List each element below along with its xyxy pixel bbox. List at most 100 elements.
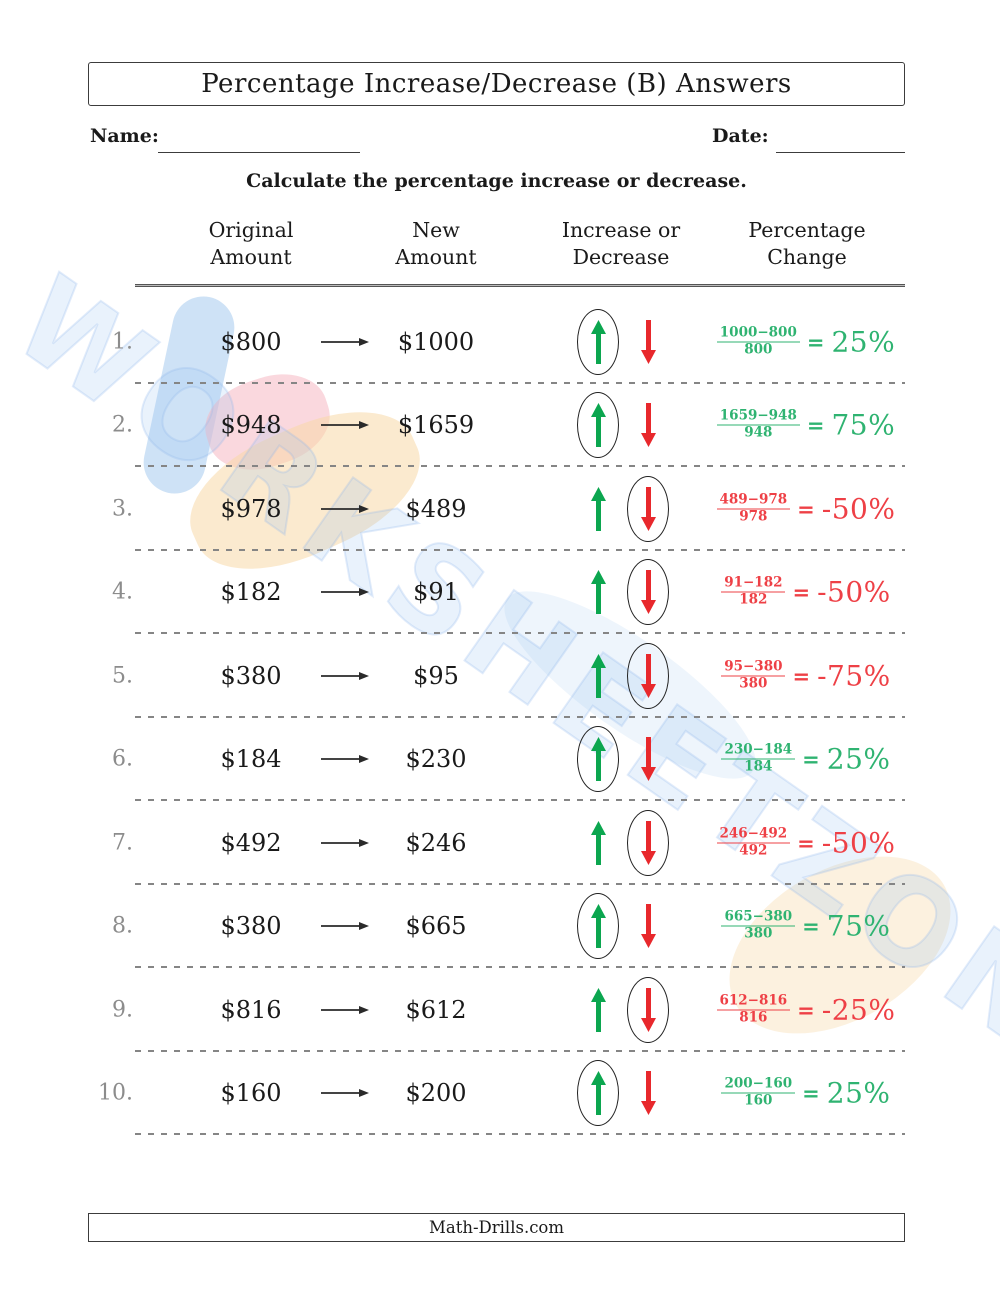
original-amount-value: $184 [220,745,282,774]
new-amount-value: $489 [405,494,467,523]
percentage-result: 25% [826,742,891,776]
row-number: 4. [112,579,133,605]
percentage-result: -25% [821,993,896,1027]
decrease-arrow-icon [627,893,669,959]
decrease-arrow-icon [627,475,669,542]
title-box: Percentage Increase/Decrease (B) Answers [88,62,905,106]
fraction-denominator: 380 [721,675,786,692]
column-header-line: Amount [210,245,292,269]
right-arrow-icon [320,670,370,682]
fraction-numerator: 230−184 [724,741,793,758]
original-amount-value: $380 [220,661,282,690]
row-number: 8. [112,913,133,939]
original-amount-value: $160 [220,1079,282,1108]
increase-arrow-icon [577,308,619,375]
table-row: 8. $380 $665 665−380 380 = 75% [88,885,905,969]
original-amount-value: $800 [220,327,282,356]
percentage-result: -75% [817,659,891,693]
fraction: 1659−948 948 [716,408,800,442]
percentage-change-answer: 489−978 978 = -50% [701,491,911,526]
decrease-arrow-icon [627,309,669,375]
row-number: 3. [112,496,133,522]
right-arrow-icon [320,419,370,431]
row-number: 10. [98,1080,133,1106]
equals-sign: = [792,579,811,605]
increase-decrease-choice [577,975,669,1045]
increase-arrow-icon [577,392,619,459]
column-header-line: Increase or [561,218,681,242]
percentage-change-answer: 246−492 492 = -50% [701,825,911,860]
fraction-denominator: 816 [716,1009,791,1026]
fraction: 246−492 492 [716,825,791,859]
column-header-line: New [412,218,460,242]
new-amount-value: $1000 [397,327,475,356]
increase-arrow-icon [577,476,619,542]
increase-arrow-icon [577,810,619,876]
fraction-numerator: 665−380 [724,908,793,925]
increase-decrease-choice [577,1058,669,1128]
increase-arrow-icon [577,559,619,625]
percentage-change-answer: 1659−948 948 = 75% [701,408,911,442]
date-input-line[interactable] [776,130,905,153]
fraction-numerator: 95−380 [724,658,783,675]
footer-site-name: Math-Drills.com [428,1218,565,1237]
column-header-increase-or-decrease: Increase or Decrease [536,217,706,277]
table-row: 6. $184 $230 230−184 184 = 25% [88,718,905,802]
new-amount-value: $246 [405,828,467,857]
table-row: 3. $978 $489 489−978 978 = -50% [88,467,905,551]
decrease-arrow-icon [627,642,669,709]
column-header-new-amount: New Amount [356,217,516,277]
new-amount-value: $95 [413,661,459,690]
right-arrow-icon [320,503,370,515]
percentage-change-answer: 91−182 182 = -50% [701,574,911,609]
fraction: 200−160 160 [721,1076,796,1110]
name-input-line[interactable] [158,130,360,153]
date-label: Date: [712,125,769,147]
fraction-denominator: 978 [716,508,791,525]
table-row: 5. $380 $95 95−380 380 = -75% [88,634,905,718]
fraction-denominator: 492 [716,842,791,859]
original-amount-value: $948 [220,411,282,440]
increase-arrow-icon [577,643,619,709]
new-amount-value: $230 [405,745,467,774]
column-header-original-amount: Original Amount [171,217,331,277]
fraction-numerator: 91−182 [724,574,783,591]
row-number: 1. [112,329,133,355]
decrease-arrow-icon [627,726,669,792]
increase-decrease-choice [577,557,669,627]
table-row: 9. $816 $612 612−816 816 = -25% [88,968,905,1052]
table-row: 10. $160 $200 200−160 160 = 25% [88,1052,905,1136]
increase-arrow-icon [577,726,619,793]
table-row: 7. $492 $246 246−492 492 = -50% [88,801,905,885]
percentage-change-answer: 95−380 380 = -75% [701,658,911,693]
percentage-result: -50% [821,826,896,860]
decrease-arrow-icon [627,392,669,458]
right-arrow-icon [320,753,370,765]
fraction-denominator: 800 [716,341,800,358]
percentage-result: 25% [826,1076,891,1110]
percentage-result: -50% [817,575,891,609]
percentage-result: -50% [821,492,896,526]
equals-sign: = [797,830,815,856]
original-amount-value: $492 [220,828,282,857]
table-row: 2. $948 $1659 1659−948 948 = 75% [88,384,905,468]
decrease-arrow-icon [627,559,669,626]
fraction-numerator: 246−492 [719,825,788,842]
fraction-denominator: 182 [721,591,786,609]
fraction: 489−978 978 [716,491,791,525]
original-amount-value: $182 [220,578,282,607]
percentage-change-answer: 230−184 184 = 25% [701,741,911,776]
fraction: 91−182 182 [721,574,786,609]
increase-decrease-choice [577,891,669,961]
percentage-change-answer: 200−160 160 = 25% [701,1076,911,1110]
fraction-numerator: 612−816 [719,992,788,1009]
decrease-arrow-icon [627,1060,669,1126]
fraction-numerator: 1000−800 [719,324,797,341]
right-arrow-icon [320,1004,370,1016]
percentage-change-answer: 1000−800 800 = 25% [701,324,911,358]
new-amount-value: $1659 [397,411,475,440]
footer-box: Math-Drills.com [88,1213,905,1242]
fraction: 95−380 380 [721,658,786,692]
new-amount-value: $612 [405,995,467,1024]
